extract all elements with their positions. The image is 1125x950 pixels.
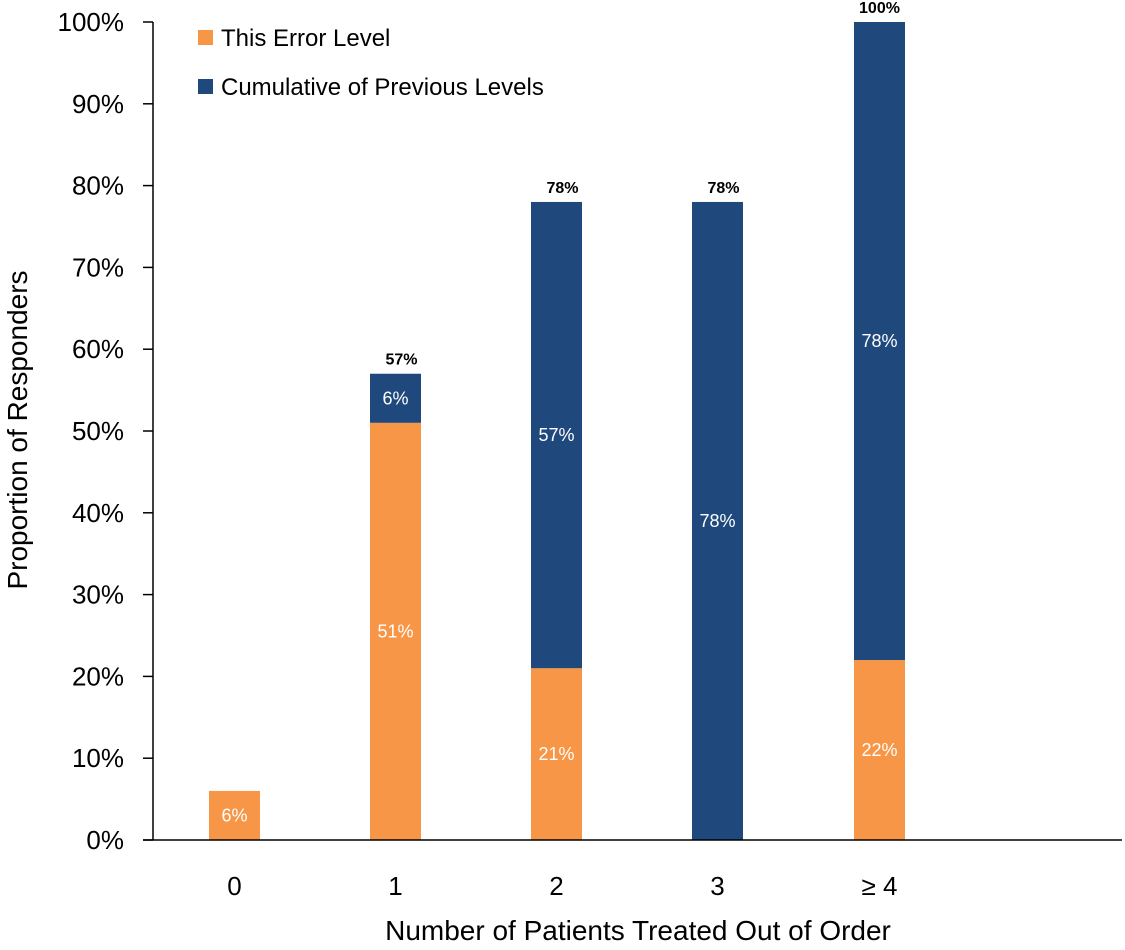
legend-swatch (198, 30, 213, 45)
bar-segment-label: 78% (699, 511, 735, 531)
bar-segment-this-level (370, 422, 421, 840)
bar-total-label: 78% (546, 180, 578, 197)
bar-segment-this-level (854, 660, 905, 840)
x-tick-label: 3 (710, 871, 724, 901)
legend-label: Cumulative of Previous Levels (221, 74, 544, 101)
bar-total-label: 57% (385, 352, 417, 369)
x-tick-label: 0 (227, 871, 241, 901)
bar-segment-label: 21% (538, 744, 574, 764)
y-tick-label: 10% (72, 743, 124, 773)
x-tick-label: 1 (388, 871, 402, 901)
legend-label: This Error Level (221, 25, 390, 52)
bar-segment-label: 57% (538, 425, 574, 445)
bar-segment-cumulative (854, 22, 905, 661)
x-axis-ticks: 0 1 2 3 ≥ 4 (227, 871, 897, 901)
bar-segment-cumulative (531, 201, 582, 669)
bar-segment-this-level (209, 790, 260, 840)
x-axis-title: Number of Patients Treated Out of Order (385, 915, 891, 946)
y-axis-title: Proportion of Responders (2, 270, 33, 589)
x-tick-label: ≥ 4 (862, 871, 898, 901)
axes (143, 22, 1122, 841)
y-tick-label: 60% (72, 334, 124, 364)
bar-segment-label: 6% (221, 805, 247, 825)
y-tick-label: 70% (72, 252, 124, 282)
bar-total-label: 78% (707, 180, 739, 197)
y-tick-label: 50% (72, 416, 124, 446)
y-tick-label: 100% (58, 7, 125, 37)
legend-swatch (198, 79, 213, 94)
legend: This Error Level Cumulative of Previous L… (198, 25, 544, 101)
bars: 6% 51% 6% 57% 21% 57% 78% 78% 78% 22% 78% 100% (209, 0, 905, 840)
y-tick-label: 0% (86, 825, 124, 855)
y-tick-label: 80% (72, 171, 124, 201)
bar-segment-label: 6% (382, 388, 408, 408)
y-tick-label: 40% (72, 498, 124, 528)
bar-segment-this-level (531, 668, 582, 840)
y-tick-label: 30% (72, 580, 124, 610)
bar-segment-label: 51% (377, 621, 413, 641)
bar-segment-cumulative (370, 373, 421, 423)
bar-total-label: 100% (859, 0, 900, 17)
bar-segment-label: 78% (861, 331, 897, 351)
bar-segment-cumulative (692, 201, 743, 840)
bar-segment-label: 22% (861, 740, 897, 760)
y-tick-label: 20% (72, 661, 124, 691)
y-tick-label: 90% (72, 89, 124, 119)
y-axis-ticks: 0% 10% 20% 30% 40% 50% 60% 70% 80% 90% 100% (58, 7, 153, 855)
x-tick-label: 2 (549, 871, 563, 901)
